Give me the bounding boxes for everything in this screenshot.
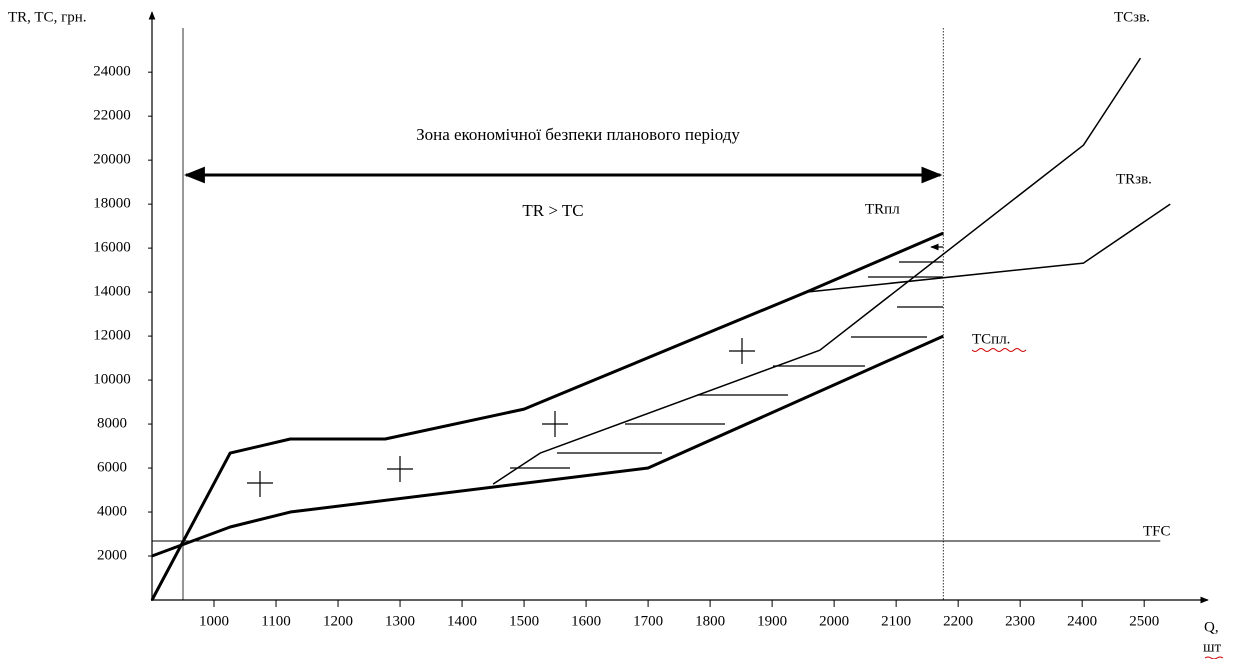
x-tick-label: 2300 — [1005, 613, 1035, 629]
y-axis-label: TR, TC, грн. — [8, 9, 87, 25]
series-line — [150, 231, 944, 601]
y-tick-label: 18000 — [93, 196, 131, 212]
y-tick-label: 8000 — [97, 415, 127, 431]
x-tick-label: 2000 — [819, 613, 849, 629]
series-line — [492, 57, 1142, 485]
y-tick-label: 12000 — [93, 328, 131, 344]
x-tick-label: 1800 — [695, 613, 725, 629]
x-tick-label: 1100 — [261, 613, 290, 629]
series-label: TRзв. — [1116, 171, 1152, 187]
x-tick-label: 1500 — [509, 613, 539, 629]
y-tick-label: 6000 — [97, 459, 127, 475]
x-tick-label: 2200 — [943, 613, 973, 629]
x-tick-label: 1300 — [385, 613, 415, 629]
x-tick-label: 1400 — [447, 613, 477, 629]
series-line — [806, 203, 1171, 293]
y-tick-label: 24000 — [93, 64, 131, 80]
x-tick-label: 2100 — [881, 613, 911, 629]
x-tick-label: 1000 — [199, 613, 229, 629]
x-tick-label: 1200 — [323, 613, 353, 629]
y-tick-label: 20000 — [93, 152, 131, 168]
series-label: TFC — [1143, 523, 1171, 539]
y-tick-label: 2000 — [97, 547, 127, 563]
annotation: TR > TC — [522, 201, 583, 220]
x-tick-label: 1600 — [571, 613, 601, 629]
annotation: Зона економічної безпеки планового періо… — [416, 125, 740, 144]
x-tick-label: 2500 — [1129, 613, 1159, 629]
series-label: TCпл. — [972, 331, 1010, 347]
x-axis-label: Q, — [1204, 619, 1219, 635]
series-label: TRпл — [865, 201, 900, 217]
x-axis-label: шт — [1203, 639, 1222, 655]
y-tick-label: 16000 — [93, 240, 131, 256]
y-tick-label: 4000 — [97, 503, 127, 519]
y-tick-label: 22000 — [93, 108, 131, 124]
x-tick-label: 1700 — [633, 613, 663, 629]
y-tick-label: 14000 — [93, 284, 131, 300]
decorations — [247, 247, 1224, 659]
x-tick-label: 2400 — [1067, 613, 1097, 629]
series-label: TCзв. — [1114, 9, 1150, 25]
y-tick-label: 10000 — [93, 372, 131, 388]
x-tick-label: 1900 — [757, 613, 787, 629]
series-line — [151, 334, 944, 558]
